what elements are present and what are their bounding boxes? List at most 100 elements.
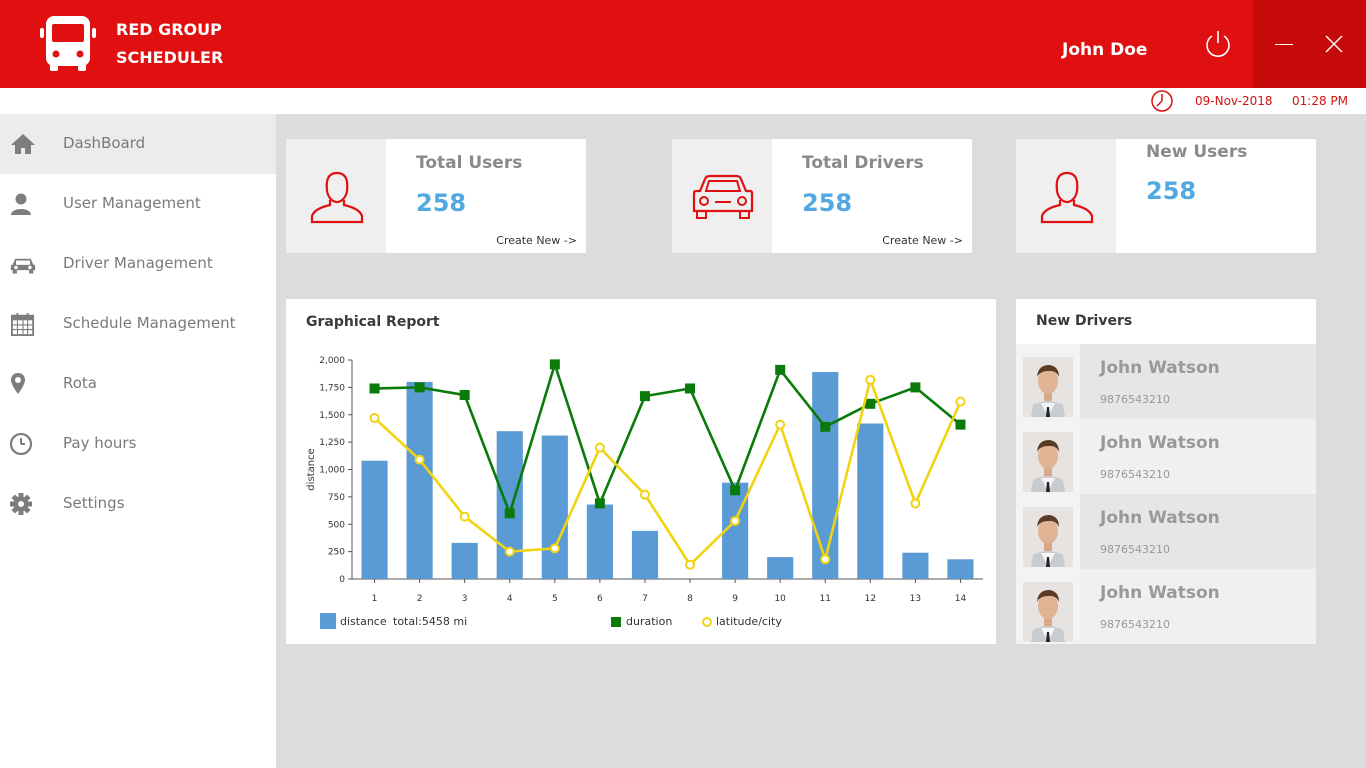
driver-row[interactable]: John Watson 9876543210: [1016, 569, 1316, 644]
avatar: [1023, 582, 1073, 642]
x-tick-label: 12: [865, 594, 876, 604]
current-date: 09-Nov-2018: [1195, 94, 1273, 108]
sidebar-item-label: User Management: [63, 194, 201, 212]
point-duration: [775, 364, 786, 375]
point-latitude: [639, 489, 650, 500]
x-tick-label: 6: [597, 594, 603, 604]
avatar: [1023, 507, 1073, 567]
card-value: 258: [1146, 177, 1197, 205]
point-latitude: [685, 559, 696, 570]
point-duration: [685, 383, 696, 394]
point-duration: [549, 359, 560, 370]
location-pin-icon: [11, 373, 25, 394]
sidebar-item-pay-hours[interactable]: Pay hours: [0, 414, 276, 474]
point-latitude: [865, 374, 876, 385]
avatar: [1023, 357, 1073, 417]
bar-distance: [767, 557, 794, 579]
point-duration: [910, 382, 921, 393]
card-title: New Users: [1146, 142, 1248, 162]
user-outline-icon: [310, 171, 364, 224]
driver-row[interactable]: John Watson 9876543210: [1016, 494, 1316, 569]
sidebar-item-dashboard[interactable]: DashBoard: [0, 114, 276, 174]
bar-distance: [947, 559, 974, 579]
close-icon[interactable]: [1324, 34, 1344, 54]
sidebar-item-settings[interactable]: Settings: [0, 474, 276, 534]
point-duration: [730, 485, 741, 496]
x-tick-label: 2: [417, 594, 423, 604]
point-latitude: [730, 515, 741, 526]
legend-total-distance: total:5458 mi: [393, 615, 467, 628]
driver-phone: 9876543210: [1100, 393, 1170, 406]
point-duration: [865, 398, 876, 409]
point-latitude: [459, 511, 470, 522]
car-icon: [10, 258, 36, 274]
point-duration: [955, 419, 966, 430]
graphical-report-chart: 0 250 500 750 1,000 1,250 1,500 1,750 2,000 dista…: [306, 356, 983, 629]
driver-name: John Watson: [1100, 583, 1220, 603]
card-title: Total Users: [416, 153, 523, 173]
x-tick-label: 9: [732, 594, 738, 604]
driver-row[interactable]: John Watson 9876543210: [1016, 419, 1316, 494]
sidebar-item-driver-management[interactable]: Driver Management: [0, 234, 276, 294]
avatar-box: [1016, 569, 1080, 644]
driver-phone: 9876543210: [1100, 543, 1170, 556]
y-axis-title: distance: [306, 448, 317, 490]
x-tick-label: 8: [687, 594, 693, 604]
sidebar-item-schedule-management[interactable]: Schedule Management: [0, 294, 276, 354]
date-bar: [0, 88, 1366, 114]
legend-swatch-latitude: [702, 617, 712, 627]
x-tick-label: 5: [552, 594, 558, 604]
bar-distance: [857, 423, 884, 579]
card-value: 258: [802, 189, 853, 217]
point-latitude: [820, 554, 831, 565]
gear-icon: [10, 493, 32, 515]
line-latitude: [373, 378, 962, 567]
new-drivers-panel: New Drivers John Watson 9876543210 John Wa…: [1016, 299, 1316, 644]
power-icon[interactable]: [1202, 28, 1234, 60]
bar-distance: [586, 504, 613, 579]
car-outline-icon: [692, 174, 754, 219]
point-duration: [820, 421, 831, 432]
y-tick-label: 750: [328, 493, 345, 503]
sidebar-item-rota[interactable]: Rota: [0, 354, 276, 414]
point-latitude: [955, 396, 966, 407]
point-latitude: [414, 454, 425, 465]
y-tick-label: 0: [339, 575, 345, 585]
point-duration: [414, 382, 425, 393]
driver-row[interactable]: John Watson 9876543210: [1016, 344, 1316, 419]
sidebar-item-label: Schedule Management: [63, 314, 236, 332]
point-latitude: [594, 442, 605, 453]
x-tick-label: 4: [507, 594, 513, 604]
graph-panel: Graphical Report 0 250 500 750 1,000 1,250 1,5…: [286, 299, 996, 644]
sidebar: DashBoard User Management Driver Managem…: [0, 114, 276, 768]
current-time: 01:28 PM: [1292, 94, 1348, 108]
bus-logo-icon: [40, 16, 96, 71]
driver-name: John Watson: [1100, 433, 1220, 453]
card-icon-box: [286, 139, 386, 253]
sidebar-item-user-management[interactable]: User Management: [0, 174, 276, 234]
graph-title: Graphical Report: [306, 314, 440, 330]
create-new-link[interactable]: Create New ->: [496, 234, 577, 247]
x-tick-label: 11: [820, 594, 831, 604]
sidebar-item-label: Rota: [63, 374, 97, 392]
point-duration: [594, 498, 605, 509]
point-latitude: [504, 546, 515, 557]
header-user-name[interactable]: John Doe: [1062, 40, 1148, 60]
minimize-button[interactable]: [1275, 44, 1293, 45]
avatar-box: [1016, 344, 1080, 419]
avatar-box: [1016, 494, 1080, 569]
legend-label-duration: duration: [626, 615, 672, 628]
point-latitude: [549, 543, 560, 554]
create-new-link[interactable]: Create New ->: [882, 234, 963, 247]
point-duration: [369, 383, 380, 394]
calendar-icon: [11, 312, 35, 336]
point-duration: [459, 390, 470, 401]
card-icon-box: [1016, 139, 1116, 253]
point-duration: [504, 508, 515, 519]
point-latitude: [775, 419, 786, 430]
legend-swatch-distance: [320, 613, 336, 629]
y-tick-label: 1,500: [319, 411, 345, 421]
app-header: [0, 0, 1366, 88]
driver-name: John Watson: [1100, 358, 1220, 378]
y-tick-label: 250: [328, 548, 345, 558]
